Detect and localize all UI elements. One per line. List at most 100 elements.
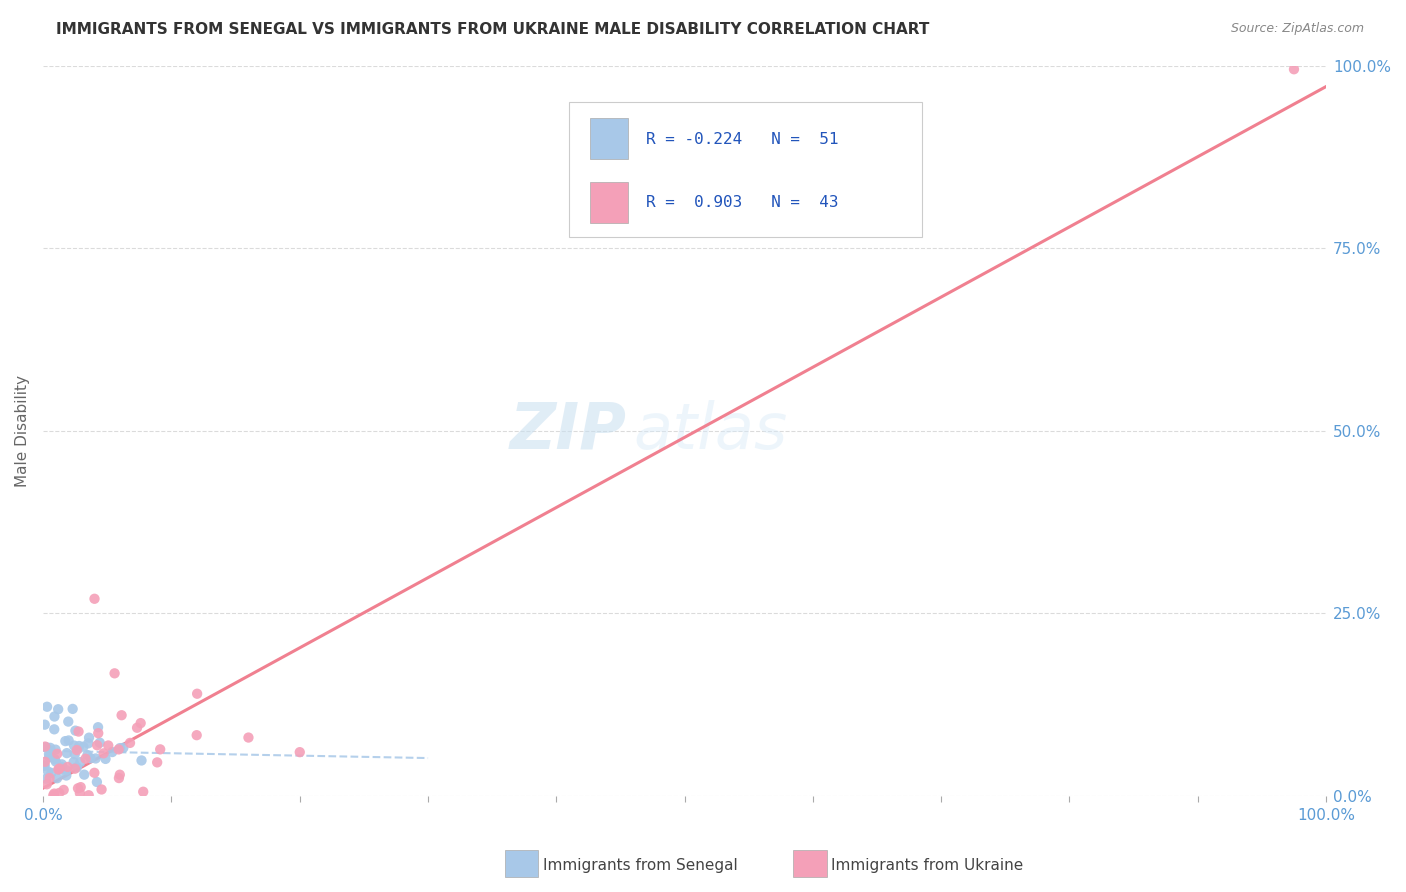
Point [55,768,77,782]
FancyBboxPatch shape [569,102,922,237]
Point [73,767,96,781]
FancyBboxPatch shape [589,182,628,223]
Point [56,760,79,774]
Point [69,780,91,794]
Point [79,751,101,765]
Point [41,765,63,780]
Point [63,762,86,776]
Point [44,742,66,756]
Point [38,771,60,785]
Point [108,741,131,756]
Point [129,716,152,731]
Point [62,755,84,769]
Point [39,744,62,758]
Text: Immigrants from Senegal: Immigrants from Senegal [543,858,738,872]
Point [35,772,58,786]
Point [58,714,80,729]
Point [34,755,56,769]
Point [63,739,86,753]
Point [51,760,73,774]
Point [39,740,62,755]
Point [58,733,80,747]
Point [44,709,66,723]
Point [44,723,66,737]
Point [104,666,127,681]
Point [76,747,98,762]
Point [67,724,90,739]
Point [77,736,100,750]
Point [107,742,129,756]
Point [186,687,208,701]
Point [55,763,77,777]
Point [149,742,172,756]
Point [1282,62,1305,77]
Point [48,762,70,776]
Point [89,736,111,750]
Point [62,702,84,716]
Point [86,775,108,789]
Text: R = -0.224   N =  51: R = -0.224 N = 51 [647,131,838,146]
Point [46,771,69,785]
Point [42,789,65,803]
Point [101,745,124,759]
Point [56,746,79,760]
Point [66,743,89,757]
Point [186,728,208,742]
Point [38,750,60,764]
Point [94,752,117,766]
Point [110,708,132,723]
Point [69,755,91,769]
Point [35,699,58,714]
Point [83,765,105,780]
Point [46,763,69,777]
Point [46,702,69,716]
Y-axis label: Male Disability: Male Disability [15,375,30,487]
Point [35,777,58,791]
Text: IMMIGRANTS FROM SENEGAL VS IMMIGRANTS FROM UKRAINE MALE DISABILITY CORRELATION C: IMMIGRANTS FROM SENEGAL VS IMMIGRANTS FR… [56,22,929,37]
Point [52,783,75,797]
Point [48,786,70,800]
Point [77,731,100,745]
Point [108,771,131,785]
Point [53,734,76,748]
Point [69,786,91,800]
Text: Immigrants from Ukraine: Immigrants from Ukraine [831,858,1024,872]
Point [87,720,110,734]
Text: Source: ZipAtlas.com: Source: ZipAtlas.com [1230,22,1364,36]
Text: R =  0.903   N =  43: R = 0.903 N = 43 [647,195,838,211]
Text: atlas: atlas [633,400,787,462]
Point [63,747,86,762]
Point [75,752,97,766]
Point [87,726,110,740]
Point [66,781,89,796]
Point [44,752,66,766]
Point [93,747,115,761]
Point [65,723,87,738]
Point [238,731,260,745]
Point [38,747,60,761]
Text: ZIP: ZIP [510,400,627,462]
Point [35,740,58,755]
Point [146,756,169,770]
Point [48,763,70,777]
Point [97,739,120,753]
Point [37,764,59,779]
Point [112,740,135,755]
Point [84,751,107,765]
Point [34,758,56,772]
Point [45,755,67,769]
Point [34,758,56,772]
Point [77,789,100,803]
Point [34,739,56,754]
Point [132,785,155,799]
Point [288,745,311,759]
Point [66,760,89,774]
Point [44,787,66,801]
Point [72,739,94,754]
Point [108,768,131,782]
Point [131,754,153,768]
Point [67,739,90,753]
Point [125,721,148,735]
Point [46,747,69,761]
Point [83,591,105,606]
